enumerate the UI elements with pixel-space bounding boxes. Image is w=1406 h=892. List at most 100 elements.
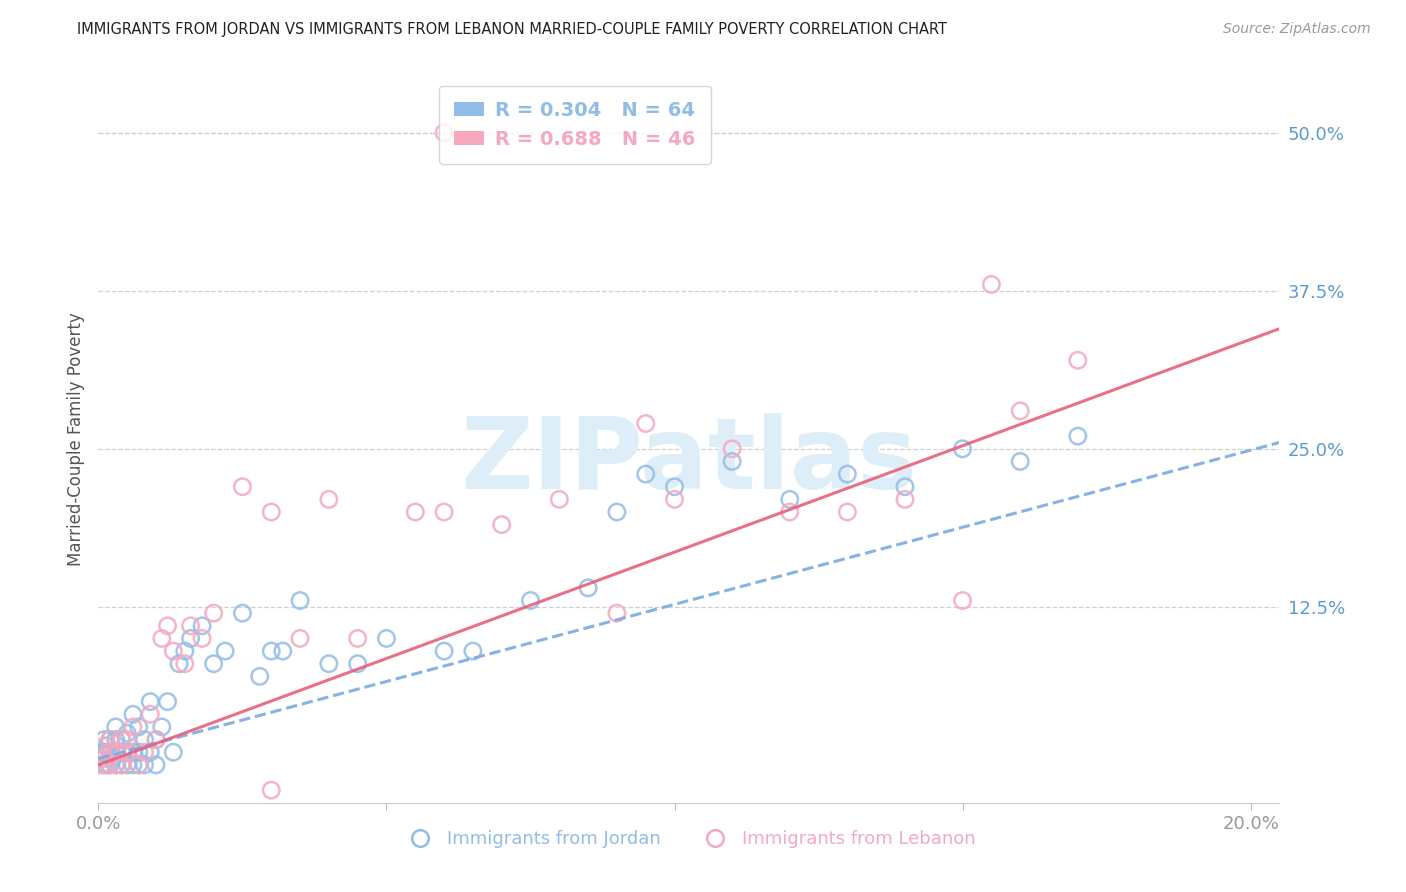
Point [110, 732, 132, 747]
Point [318, 492, 340, 507]
Point [173, 644, 195, 658]
Point [96, 757, 118, 772]
Point [837, 505, 859, 519]
Point [101, 751, 124, 765]
Point [606, 606, 628, 620]
Point [180, 632, 202, 646]
Point [122, 707, 145, 722]
Point [93, 739, 115, 753]
Point [214, 644, 236, 658]
Point [173, 657, 195, 671]
Point [288, 632, 311, 646]
Point [90, 757, 112, 772]
Point [96, 757, 118, 772]
Point [433, 644, 456, 658]
Point [104, 720, 127, 734]
Point [91, 745, 114, 759]
Point [104, 757, 127, 772]
Point [346, 657, 368, 671]
Point [139, 695, 162, 709]
Point [721, 442, 744, 456]
Point [260, 644, 283, 658]
Point [1010, 454, 1032, 468]
Point [1067, 429, 1090, 443]
Point [980, 277, 1002, 292]
Point [104, 745, 127, 759]
Point [104, 745, 127, 759]
Point [134, 745, 156, 759]
Point [115, 757, 138, 772]
Y-axis label: Married-Couple Family Poverty: Married-Couple Family Poverty [66, 312, 84, 566]
Point [134, 732, 156, 747]
Point [98, 745, 121, 759]
Point [664, 480, 686, 494]
Text: Source: ZipAtlas.com: Source: ZipAtlas.com [1223, 22, 1371, 37]
Point [115, 745, 138, 759]
Point [93, 751, 115, 765]
Point [98, 757, 121, 772]
Point [139, 707, 162, 722]
Point [145, 732, 167, 747]
Point [260, 783, 283, 797]
Legend: Immigrants from Jordan, Immigrants from Lebanon: Immigrants from Jordan, Immigrants from … [395, 823, 983, 855]
Point [231, 606, 253, 620]
Point [202, 657, 225, 671]
Point [98, 745, 121, 759]
Point [128, 720, 150, 734]
Point [548, 492, 571, 507]
Point [150, 632, 173, 646]
Point [837, 467, 859, 481]
Point [231, 480, 253, 494]
Point [110, 745, 132, 759]
Point [122, 745, 145, 759]
Point [93, 732, 115, 747]
Point [139, 745, 162, 759]
Point [249, 669, 271, 683]
Point [162, 644, 184, 658]
Point [191, 619, 214, 633]
Point [721, 454, 744, 468]
Text: IMMIGRANTS FROM JORDAN VS IMMIGRANTS FROM LEBANON MARRIED-COUPLE FAMILY POVERTY : IMMIGRANTS FROM JORDAN VS IMMIGRANTS FRO… [77, 22, 948, 37]
Point [90, 751, 112, 765]
Point [104, 757, 127, 772]
Point [952, 442, 974, 456]
Point [145, 732, 167, 747]
Point [167, 657, 190, 671]
Point [634, 417, 657, 431]
Point [1067, 353, 1090, 368]
Point [894, 480, 917, 494]
Point [346, 632, 368, 646]
Point [404, 505, 426, 519]
Point [433, 126, 456, 140]
Point [260, 505, 283, 519]
Point [115, 745, 138, 759]
Point [150, 720, 173, 734]
Point [128, 757, 150, 772]
Point [952, 593, 974, 607]
Point [606, 505, 628, 519]
Point [1010, 404, 1032, 418]
Point [134, 757, 156, 772]
Point [461, 644, 484, 658]
Point [894, 492, 917, 507]
Point [433, 505, 456, 519]
Point [115, 726, 138, 740]
Point [180, 619, 202, 633]
Point [491, 517, 513, 532]
Point [191, 632, 214, 646]
Point [110, 757, 132, 772]
Point [98, 732, 121, 747]
Point [128, 757, 150, 772]
Point [162, 745, 184, 759]
Point [202, 606, 225, 620]
Point [375, 632, 398, 646]
Point [122, 720, 145, 734]
Point [145, 757, 167, 772]
Point [104, 732, 127, 747]
Point [98, 732, 121, 747]
Point [634, 467, 657, 481]
Point [664, 492, 686, 507]
Point [93, 757, 115, 772]
Text: ZIPatlas: ZIPatlas [461, 413, 917, 509]
Point [519, 593, 541, 607]
